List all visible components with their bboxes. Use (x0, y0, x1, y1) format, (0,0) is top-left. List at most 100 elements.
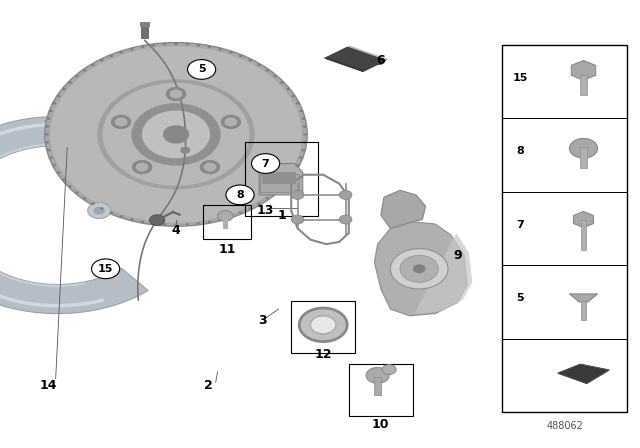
Circle shape (218, 218, 222, 221)
Bar (245, 142, 319, 216)
Text: 7: 7 (516, 220, 524, 230)
Circle shape (286, 88, 290, 90)
Circle shape (141, 46, 145, 48)
Circle shape (204, 163, 216, 172)
Circle shape (166, 87, 186, 101)
Polygon shape (45, 108, 64, 130)
Circle shape (303, 125, 307, 128)
Circle shape (207, 46, 211, 48)
Bar (349, 364, 413, 416)
Circle shape (50, 46, 302, 223)
Circle shape (52, 164, 56, 167)
Circle shape (296, 164, 300, 167)
Circle shape (93, 207, 105, 215)
Circle shape (252, 154, 280, 173)
Circle shape (196, 222, 200, 225)
Circle shape (109, 211, 113, 214)
Circle shape (200, 160, 220, 174)
Circle shape (174, 43, 178, 45)
Circle shape (111, 115, 131, 129)
Circle shape (57, 95, 61, 97)
Circle shape (100, 59, 104, 61)
Circle shape (152, 222, 156, 225)
Circle shape (248, 59, 252, 61)
Circle shape (366, 367, 389, 383)
Polygon shape (573, 211, 593, 228)
Bar (502, 45, 627, 412)
Circle shape (218, 48, 222, 51)
Circle shape (301, 149, 305, 151)
Circle shape (229, 51, 232, 54)
Circle shape (339, 190, 352, 199)
Polygon shape (0, 116, 148, 314)
Bar (291, 301, 355, 353)
Text: 2: 2 (204, 379, 212, 392)
Circle shape (413, 264, 426, 273)
Circle shape (62, 178, 66, 181)
Circle shape (257, 202, 261, 205)
Circle shape (91, 64, 95, 66)
Circle shape (131, 103, 221, 166)
Circle shape (339, 215, 352, 224)
Circle shape (47, 117, 51, 120)
Text: 15: 15 (98, 264, 113, 274)
Circle shape (207, 220, 211, 223)
Circle shape (49, 156, 53, 159)
Bar (140, 22, 150, 27)
Circle shape (152, 44, 156, 47)
Circle shape (266, 69, 269, 72)
Circle shape (196, 44, 200, 47)
Circle shape (400, 255, 438, 282)
Circle shape (62, 88, 66, 90)
Circle shape (52, 102, 56, 105)
Circle shape (163, 223, 166, 226)
Circle shape (291, 215, 304, 224)
Circle shape (68, 81, 72, 84)
Circle shape (76, 191, 79, 194)
Circle shape (68, 185, 72, 188)
Bar (204, 205, 251, 238)
Circle shape (109, 55, 113, 57)
Circle shape (45, 43, 307, 226)
Circle shape (273, 191, 276, 194)
Circle shape (186, 43, 189, 46)
Circle shape (239, 211, 243, 214)
Circle shape (88, 202, 111, 219)
Circle shape (45, 133, 49, 136)
Circle shape (382, 365, 396, 375)
Circle shape (229, 215, 232, 218)
Circle shape (218, 211, 233, 221)
Text: 8: 8 (236, 190, 244, 200)
Polygon shape (570, 294, 598, 302)
Circle shape (142, 111, 210, 158)
Circle shape (301, 117, 305, 120)
Circle shape (163, 43, 166, 46)
Polygon shape (259, 164, 303, 195)
Circle shape (91, 202, 95, 205)
Circle shape (188, 60, 216, 79)
Circle shape (390, 249, 448, 289)
Text: 5: 5 (198, 65, 205, 74)
Text: 9: 9 (453, 249, 462, 262)
Circle shape (303, 141, 307, 143)
Bar (374, 377, 381, 395)
Bar (581, 220, 586, 250)
Text: 1: 1 (277, 209, 286, 223)
Circle shape (286, 178, 290, 181)
Bar (260, 174, 299, 192)
Bar (580, 75, 588, 95)
Text: 7: 7 (262, 159, 269, 168)
Circle shape (186, 223, 189, 226)
Circle shape (170, 90, 182, 99)
Circle shape (141, 220, 145, 223)
Circle shape (102, 83, 250, 186)
Circle shape (132, 160, 152, 174)
Text: 5: 5 (516, 293, 524, 303)
Circle shape (130, 48, 134, 51)
Circle shape (248, 207, 252, 210)
Text: 15: 15 (513, 73, 528, 83)
Circle shape (299, 110, 303, 112)
Circle shape (92, 259, 120, 279)
Circle shape (136, 163, 148, 172)
Text: 6: 6 (376, 54, 385, 67)
